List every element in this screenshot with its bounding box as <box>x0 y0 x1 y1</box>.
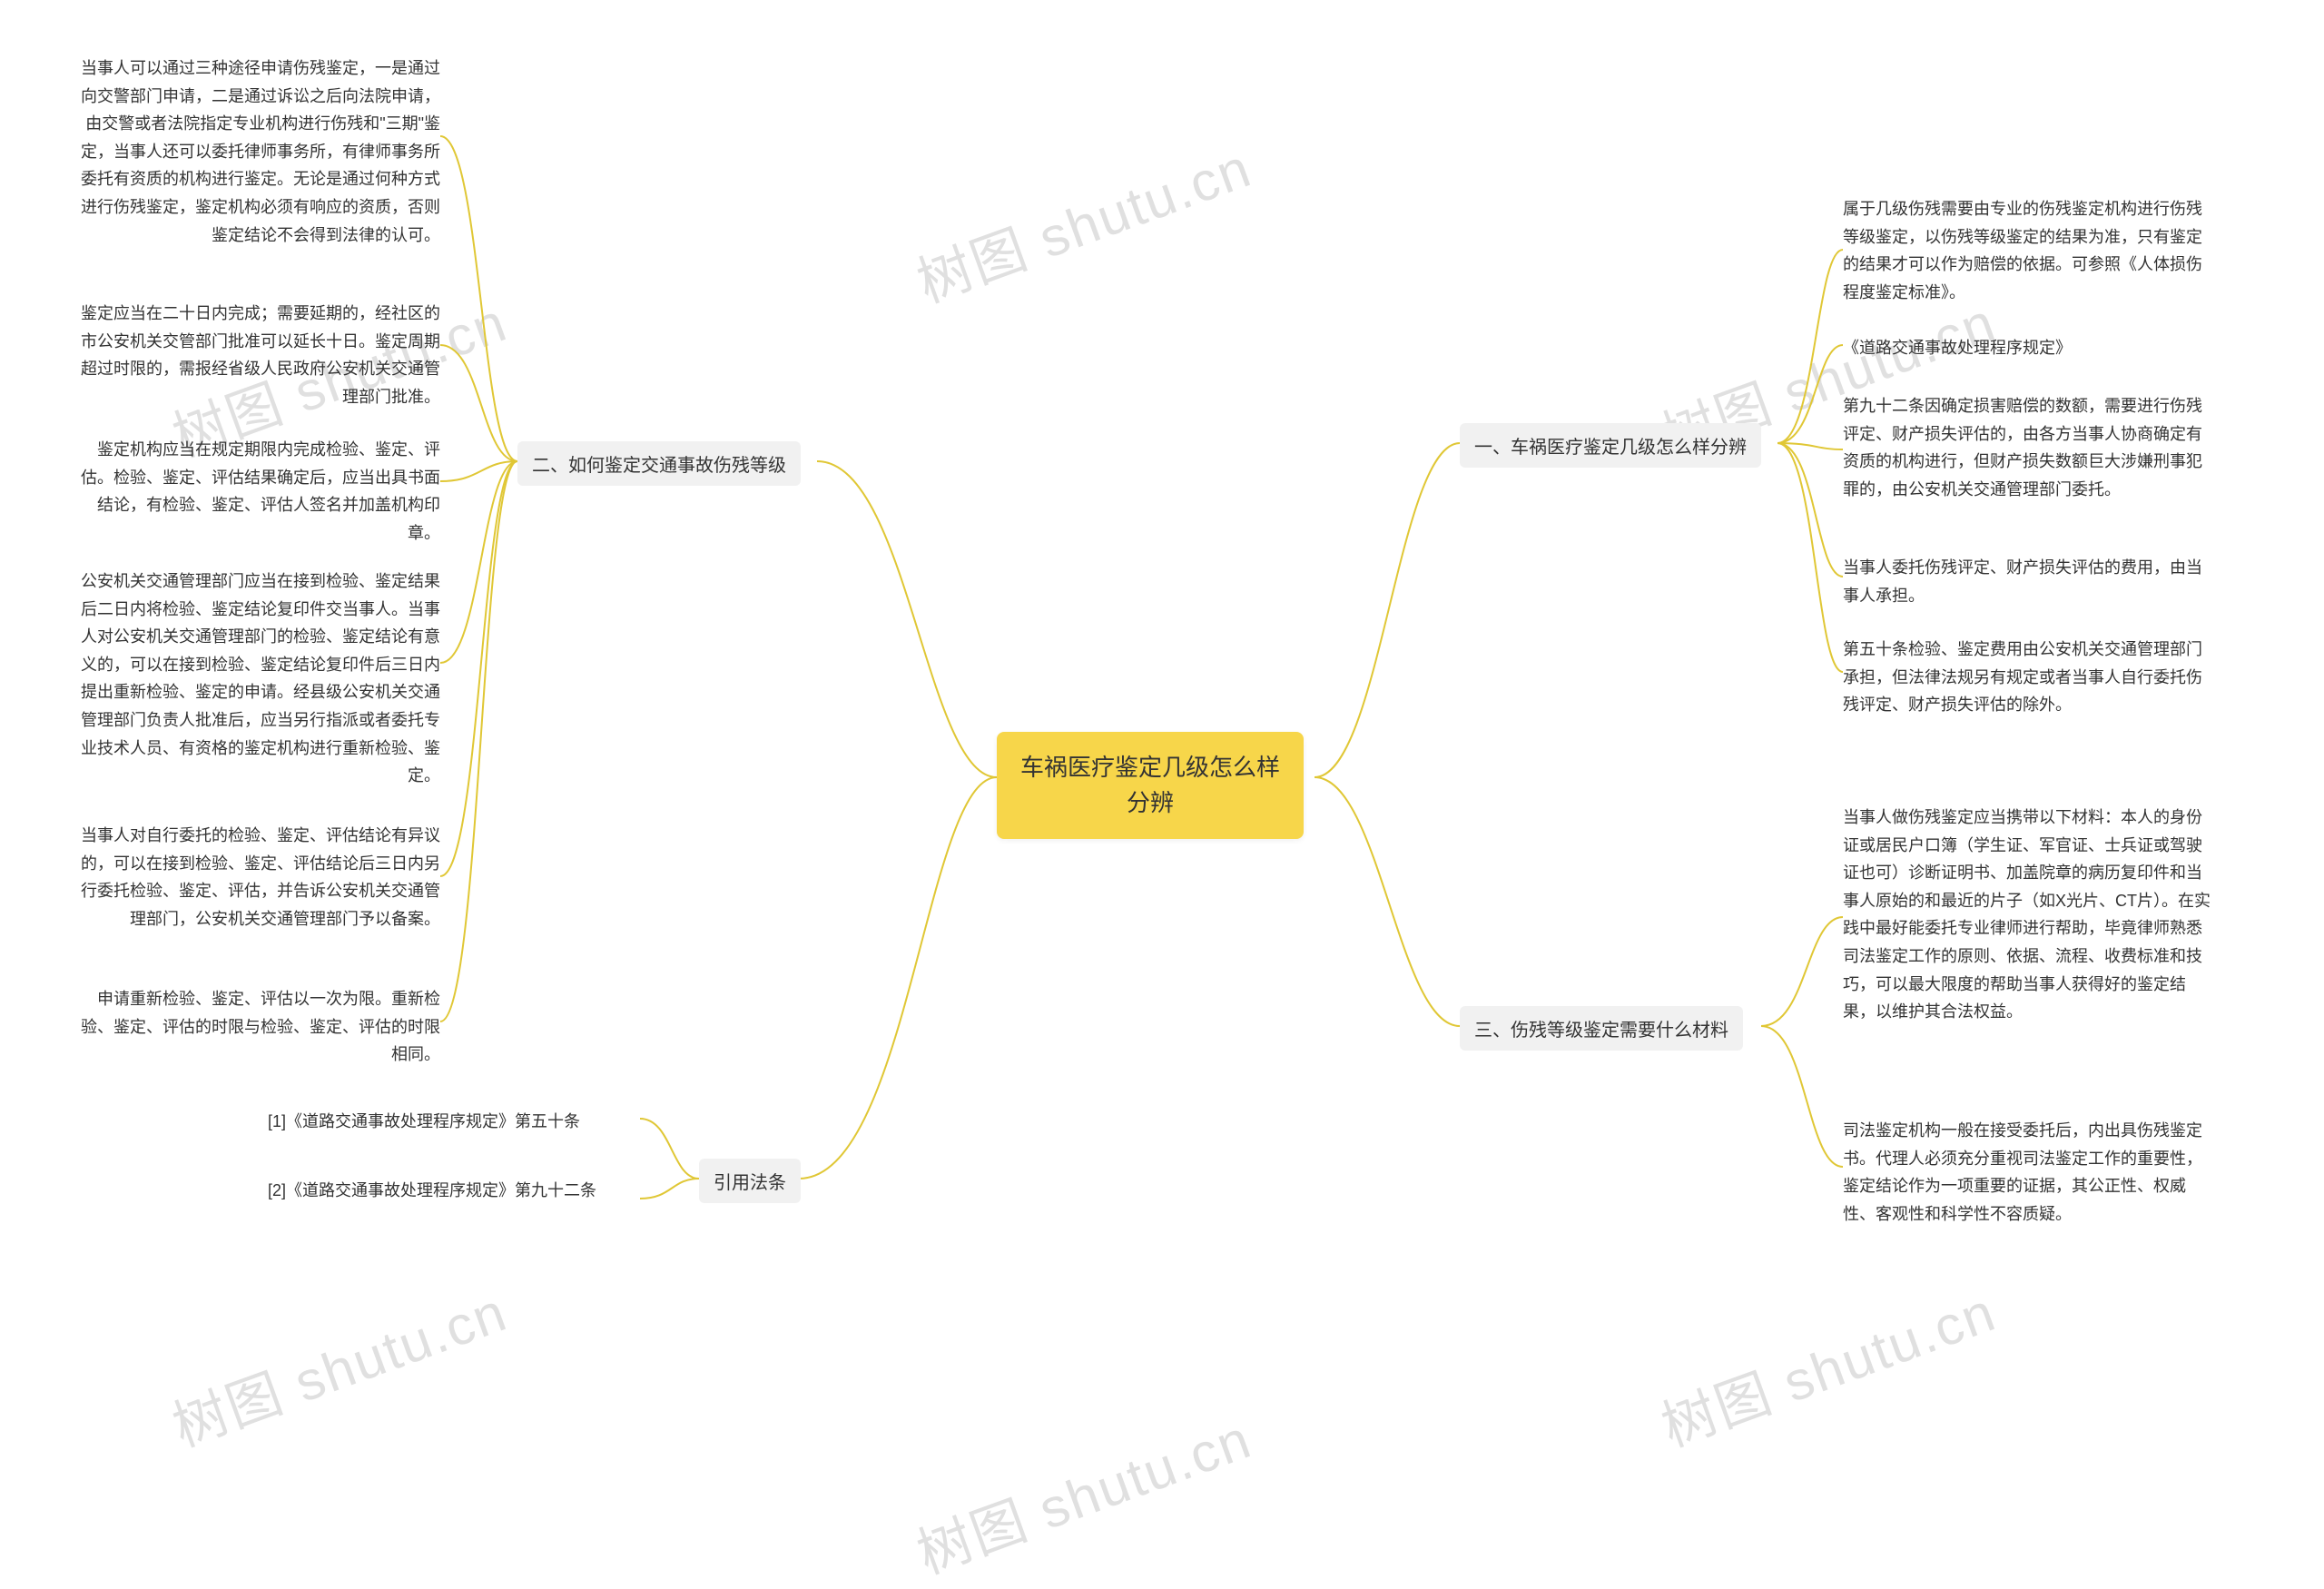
leaf-r1-3: 当事人委托伤残评定、财产损失评估的费用，由当事人承担。 <box>1843 554 2215 609</box>
leaf-l1-2: 鉴定机构应当在规定期限内完成检验、鉴定、评估。检验、鉴定、评估结果确定后，应当出… <box>68 436 440 547</box>
branch-r1[interactable]: 一、车祸医疗鉴定几级怎么样分辨 <box>1460 423 1761 468</box>
center-node[interactable]: 车祸医疗鉴定几级怎么样分辨 <box>997 732 1304 839</box>
leaf-l1-1: 鉴定应当在二十日内完成；需要延期的，经社区的市公安机关交管部门批准可以延长十日。… <box>68 300 440 410</box>
leaf-r2-1: 司法鉴定机构一般在接受委托后，内出具伤残鉴定书。代理人必须充分重视司法鉴定工作的… <box>1843 1117 2215 1228</box>
leaf-l1-0: 当事人可以通过三种途径申请伤残鉴定，一是通过向交警部门申请，二是通过诉讼之后向法… <box>68 54 440 249</box>
leaf-r1-1: 《道路交通事故处理程序规定》 <box>1843 334 2072 362</box>
leaf-l1-3: 公安机关交通管理部门应当在接到检验、鉴定结果后二日内将检验、鉴定结论复印件交当事… <box>68 568 440 790</box>
leaf-r2-0: 当事人做伤残鉴定应当携带以下材料：本人的身份证或居民户口簿（学生证、军官证、士兵… <box>1843 804 2215 1026</box>
watermark: 树图 shutu.cn <box>1649 1268 2005 1463</box>
mindmap-canvas: 树图 shutu.cn 树图 shutu.cn 树图 shutu.cn 树图 s… <box>0 0 2324 1548</box>
leaf-l2-0: [1]《道路交通事故处理程序规定》第五十条 <box>268 1108 580 1136</box>
watermark: 树图 shutu.cn <box>905 124 1261 319</box>
watermark: 树图 shutu.cn <box>905 1396 1261 1589</box>
leaf-r1-0: 属于几级伤残需要由专业的伤残鉴定机构进行伤残等级鉴定，以伤残等级鉴定的结果为准，… <box>1843 195 2215 306</box>
branch-l2[interactable]: 引用法条 <box>699 1159 801 1203</box>
leaf-r1-2: 第九十二条因确定损害赔偿的数额，需要进行伤残评定、财产损失评估的，由各方当事人协… <box>1843 392 2215 503</box>
leaf-l1-5: 申请重新检验、鉴定、评估以一次为限。重新检验、鉴定、评估的时限与检验、鉴定、评估… <box>68 985 440 1069</box>
leaf-l2-1: [2]《道路交通事故处理程序规定》第九十二条 <box>268 1177 596 1205</box>
branch-r2[interactable]: 三、伤残等级鉴定需要什么材料 <box>1460 1006 1743 1051</box>
leaf-l1-4: 当事人对自行委托的检验、鉴定、评估结论有异议的，可以在接到检验、鉴定、评估结论后… <box>68 822 440 933</box>
watermark: 树图 shutu.cn <box>161 1268 517 1463</box>
branch-l1[interactable]: 二、如何鉴定交通事故伤残等级 <box>517 441 801 486</box>
leaf-r1-4: 第五十条检验、鉴定费用由公安机关交通管理部门承担，但法律法规另有规定或者当事人自… <box>1843 636 2215 719</box>
